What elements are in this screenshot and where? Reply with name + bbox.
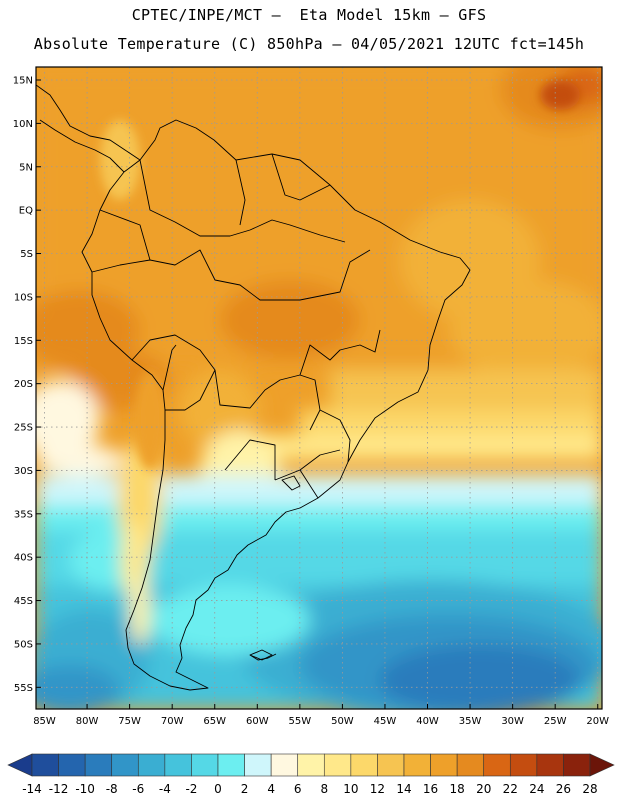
map-title-line2: Absolute Temperature (C) 850hPa – 04/05/… [33,35,585,53]
south-america-coastline [81,119,471,691]
colorbar-swatch [217,753,245,777]
colorbar-swatch [31,753,59,777]
colorbar-label: 0 [214,782,222,796]
colorbar-swatch [244,753,272,777]
colorbar-swatch [111,753,139,777]
lon-label: 50W [331,716,354,727]
lon-label: 55W [289,716,312,727]
colorbar-swatch [377,753,405,777]
lat-label: 10S [14,292,33,303]
country-borders [91,153,381,499]
lat-label: 15N [13,76,33,87]
lat-label: 45S [14,596,33,607]
colorbar [7,753,615,777]
colorbar-labels: -14 -12 -10 -8 -6 -4 -2 0 2 4 6 8 10 12 14 16 18 20 22 24 26… [22,782,597,796]
colorbar-label: -12 [49,782,69,796]
colorbar-label: 10 [343,782,358,796]
colorbar-label: 28 [582,782,597,796]
colorbar-label: -6 [132,782,144,796]
colorbar-high-arrow [589,753,615,777]
lon-label: 80W [76,716,99,727]
lat-label: 10N [13,119,33,130]
map-frame [35,66,603,710]
coastlines [36,84,471,691]
colorbar-swatch [536,753,564,777]
map-title-line1: CPTEC/INPE/MCT – Eta Model 15km – GFS [131,6,487,24]
colorbar-label: 22 [503,782,518,796]
colorbar-swatch [84,753,113,777]
lon-label: 85W [33,716,56,727]
colorbar-label: -10 [75,782,95,796]
lat-label: 30S [14,466,33,477]
colorbar-label: 26 [556,782,571,796]
colorbar-label: 18 [450,782,465,796]
lat-label: 15S [14,336,33,347]
lat-label: 35S [14,509,33,520]
colorbar-low-arrow [7,753,33,777]
axis-ticks [36,79,599,709]
lon-label: 45W [374,716,397,727]
lon-label: 60W [246,716,269,727]
lat-label: 50S [14,639,33,650]
central-america-coastline [36,84,141,173]
lon-label: 20W [586,716,609,727]
colorbar-swatch [137,753,166,777]
colorbar-label: -14 [22,782,42,796]
lon-label: 35W [459,716,482,727]
great-lakes-lagoons [249,475,301,661]
colorbar-label: 14 [396,782,411,796]
colorbar-label: -4 [159,782,171,796]
lon-label: 75W [118,716,141,727]
colorbar-swatch [297,753,325,777]
colorbar-swatch [456,753,485,777]
colorbar-swatch [430,753,458,777]
colorbar-label: 24 [529,782,544,796]
temperature-field [36,67,602,709]
colorbar-label: 2 [241,782,249,796]
colorbar-swatch [270,753,299,777]
latitude-labels: 15N 10N 5N EQ 5S 10S 15S 20S 25S 30S 35S 40S 45S 50S 5… [13,76,33,694]
falkland-islands [249,653,277,661]
colorbar-swatch [483,753,511,777]
colorbar-label: 16 [423,782,438,796]
colorbar-label: 4 [267,782,275,796]
colorbar-swatch [323,753,352,777]
colorbar-swatch [563,753,591,777]
colorbar-label: 20 [476,782,491,796]
lon-label: 70W [161,716,184,727]
lat-label: 5S [20,249,33,260]
colorbar-label: 12 [370,782,385,796]
colorbar-swatch [164,753,192,777]
colorbar-swatch [403,753,431,777]
lat-label: 25S [14,423,33,434]
lon-label: 30W [501,716,524,727]
colorbar-swatch [191,753,219,777]
colorbar-label: -8 [106,782,118,796]
lat-label: 20S [14,379,33,390]
lon-label: 25W [544,716,567,727]
lat-lon-grid [36,67,602,709]
lat-label: 40S [14,553,33,564]
colorbar-label: 8 [320,782,328,796]
lat-label: 5N [19,162,33,173]
colorbar-swatch [58,753,86,777]
lon-label: 65W [203,716,226,727]
colorbar-swatch [350,753,378,777]
lat-label: EQ [19,206,33,217]
longitude-labels: 85W 80W 75W 70W 65W 60W 55W 50W 45W 40W 35W 30W 25W 2… [33,716,609,727]
colorbar-label: -2 [185,782,197,796]
lat-label: 55S [14,683,33,694]
colorbar-swatch [509,753,538,777]
colorbar-label: 6 [294,782,302,796]
lon-label: 40W [416,716,439,727]
